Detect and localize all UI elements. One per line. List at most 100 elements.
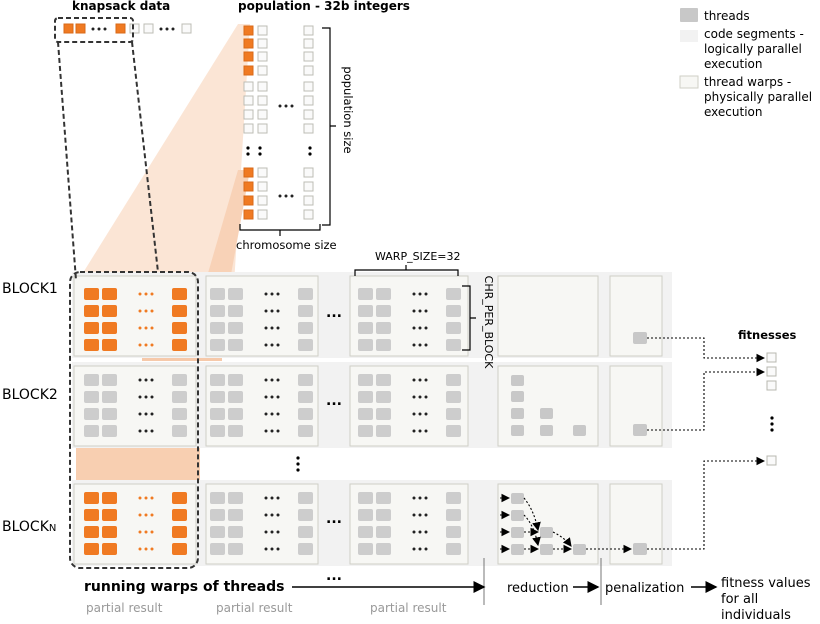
- thread: [446, 322, 461, 334]
- dot: [138, 412, 142, 416]
- data-cell: [115, 23, 126, 34]
- thread: [376, 374, 391, 386]
- thread: [84, 492, 99, 504]
- thread: [210, 322, 225, 334]
- data-cell: [303, 195, 314, 206]
- thread: [102, 543, 117, 555]
- dot: [276, 547, 280, 551]
- penalization-label: penalization: [605, 581, 684, 596]
- data-cell: [303, 95, 314, 106]
- dot: [276, 343, 280, 347]
- data-cell: [243, 195, 254, 206]
- dot: [424, 547, 428, 551]
- population-size-label: population size: [341, 66, 355, 153]
- legend-warp-line3: execution: [704, 105, 762, 119]
- data-cell: [243, 109, 254, 120]
- dot: [144, 309, 148, 313]
- thread: [376, 305, 391, 317]
- data-cell: [257, 51, 268, 62]
- dot: [418, 395, 422, 399]
- thread: [210, 509, 225, 521]
- thread: [446, 408, 461, 420]
- dot: [424, 343, 428, 347]
- dot: [144, 547, 148, 551]
- dot: [264, 395, 268, 399]
- data-cell: [257, 38, 268, 49]
- thread: [511, 510, 524, 521]
- thread: [446, 543, 461, 555]
- thread: [298, 374, 313, 386]
- dot: [276, 412, 280, 416]
- knapsack-dashed-line-left: [57, 41, 77, 281]
- thread: [210, 374, 225, 386]
- thread: [84, 425, 99, 437]
- thread: [511, 493, 524, 504]
- dot: [424, 513, 428, 517]
- thread: [446, 339, 461, 351]
- dot: [270, 530, 274, 534]
- dot: [276, 378, 280, 382]
- dot: [276, 309, 280, 313]
- legend-warp-line2: physically parallel: [704, 90, 812, 104]
- thread: [102, 391, 117, 403]
- dot: [276, 429, 280, 433]
- data-cell: [129, 23, 140, 34]
- thread: [102, 339, 117, 351]
- fitness-values-line1: fitness values: [721, 576, 811, 591]
- warp-size-label: WARP_SIZE=32: [375, 250, 461, 263]
- partial-result-label: partial result: [370, 601, 447, 615]
- dot: [144, 496, 148, 500]
- dot: [150, 292, 154, 296]
- dot: [284, 104, 288, 108]
- dot: [412, 530, 416, 534]
- legend-segment-line3: execution: [704, 57, 762, 71]
- thread: [210, 425, 225, 437]
- dot: [171, 27, 175, 31]
- data-cell: [303, 65, 314, 76]
- thread: [228, 408, 243, 420]
- thread: [228, 339, 243, 351]
- thread: [358, 374, 373, 386]
- data-cell: [303, 167, 314, 178]
- thread: [298, 408, 313, 420]
- thread: [446, 305, 461, 317]
- fitness-cell: [766, 352, 777, 363]
- fitness-cells: [766, 352, 777, 466]
- dot: [270, 309, 274, 313]
- population-label: population - 32b integers: [238, 0, 410, 13]
- data-cell: [243, 181, 254, 192]
- thread: [210, 305, 225, 317]
- thread: [228, 509, 243, 521]
- dot: [150, 343, 154, 347]
- dot: [138, 326, 142, 330]
- dot: [97, 27, 101, 31]
- dot: [270, 547, 274, 551]
- dot: [418, 412, 422, 416]
- thread: [376, 339, 391, 351]
- thread: [228, 543, 243, 555]
- dot: [412, 513, 416, 517]
- data-cell: [143, 23, 154, 34]
- data-cell: [257, 167, 268, 178]
- dot: [424, 326, 428, 330]
- thread: [540, 408, 553, 419]
- thread: [511, 391, 524, 402]
- partial-result-label: partial result: [86, 601, 163, 615]
- thread: [298, 391, 313, 403]
- legend-segment-swatch: [680, 30, 698, 42]
- legend-segment-line1: code segments -: [704, 27, 804, 41]
- thread: [358, 509, 373, 521]
- data-cell: [257, 181, 268, 192]
- thread: [172, 391, 187, 403]
- dot: [264, 496, 268, 500]
- thread: [210, 543, 225, 555]
- thread: [172, 509, 187, 521]
- thread: [210, 391, 225, 403]
- chr-per-block-bracket: [462, 285, 476, 351]
- data-cell: [303, 181, 314, 192]
- thread: [573, 425, 586, 436]
- dot: [264, 412, 268, 416]
- dot: [150, 412, 154, 416]
- dot: [284, 194, 288, 198]
